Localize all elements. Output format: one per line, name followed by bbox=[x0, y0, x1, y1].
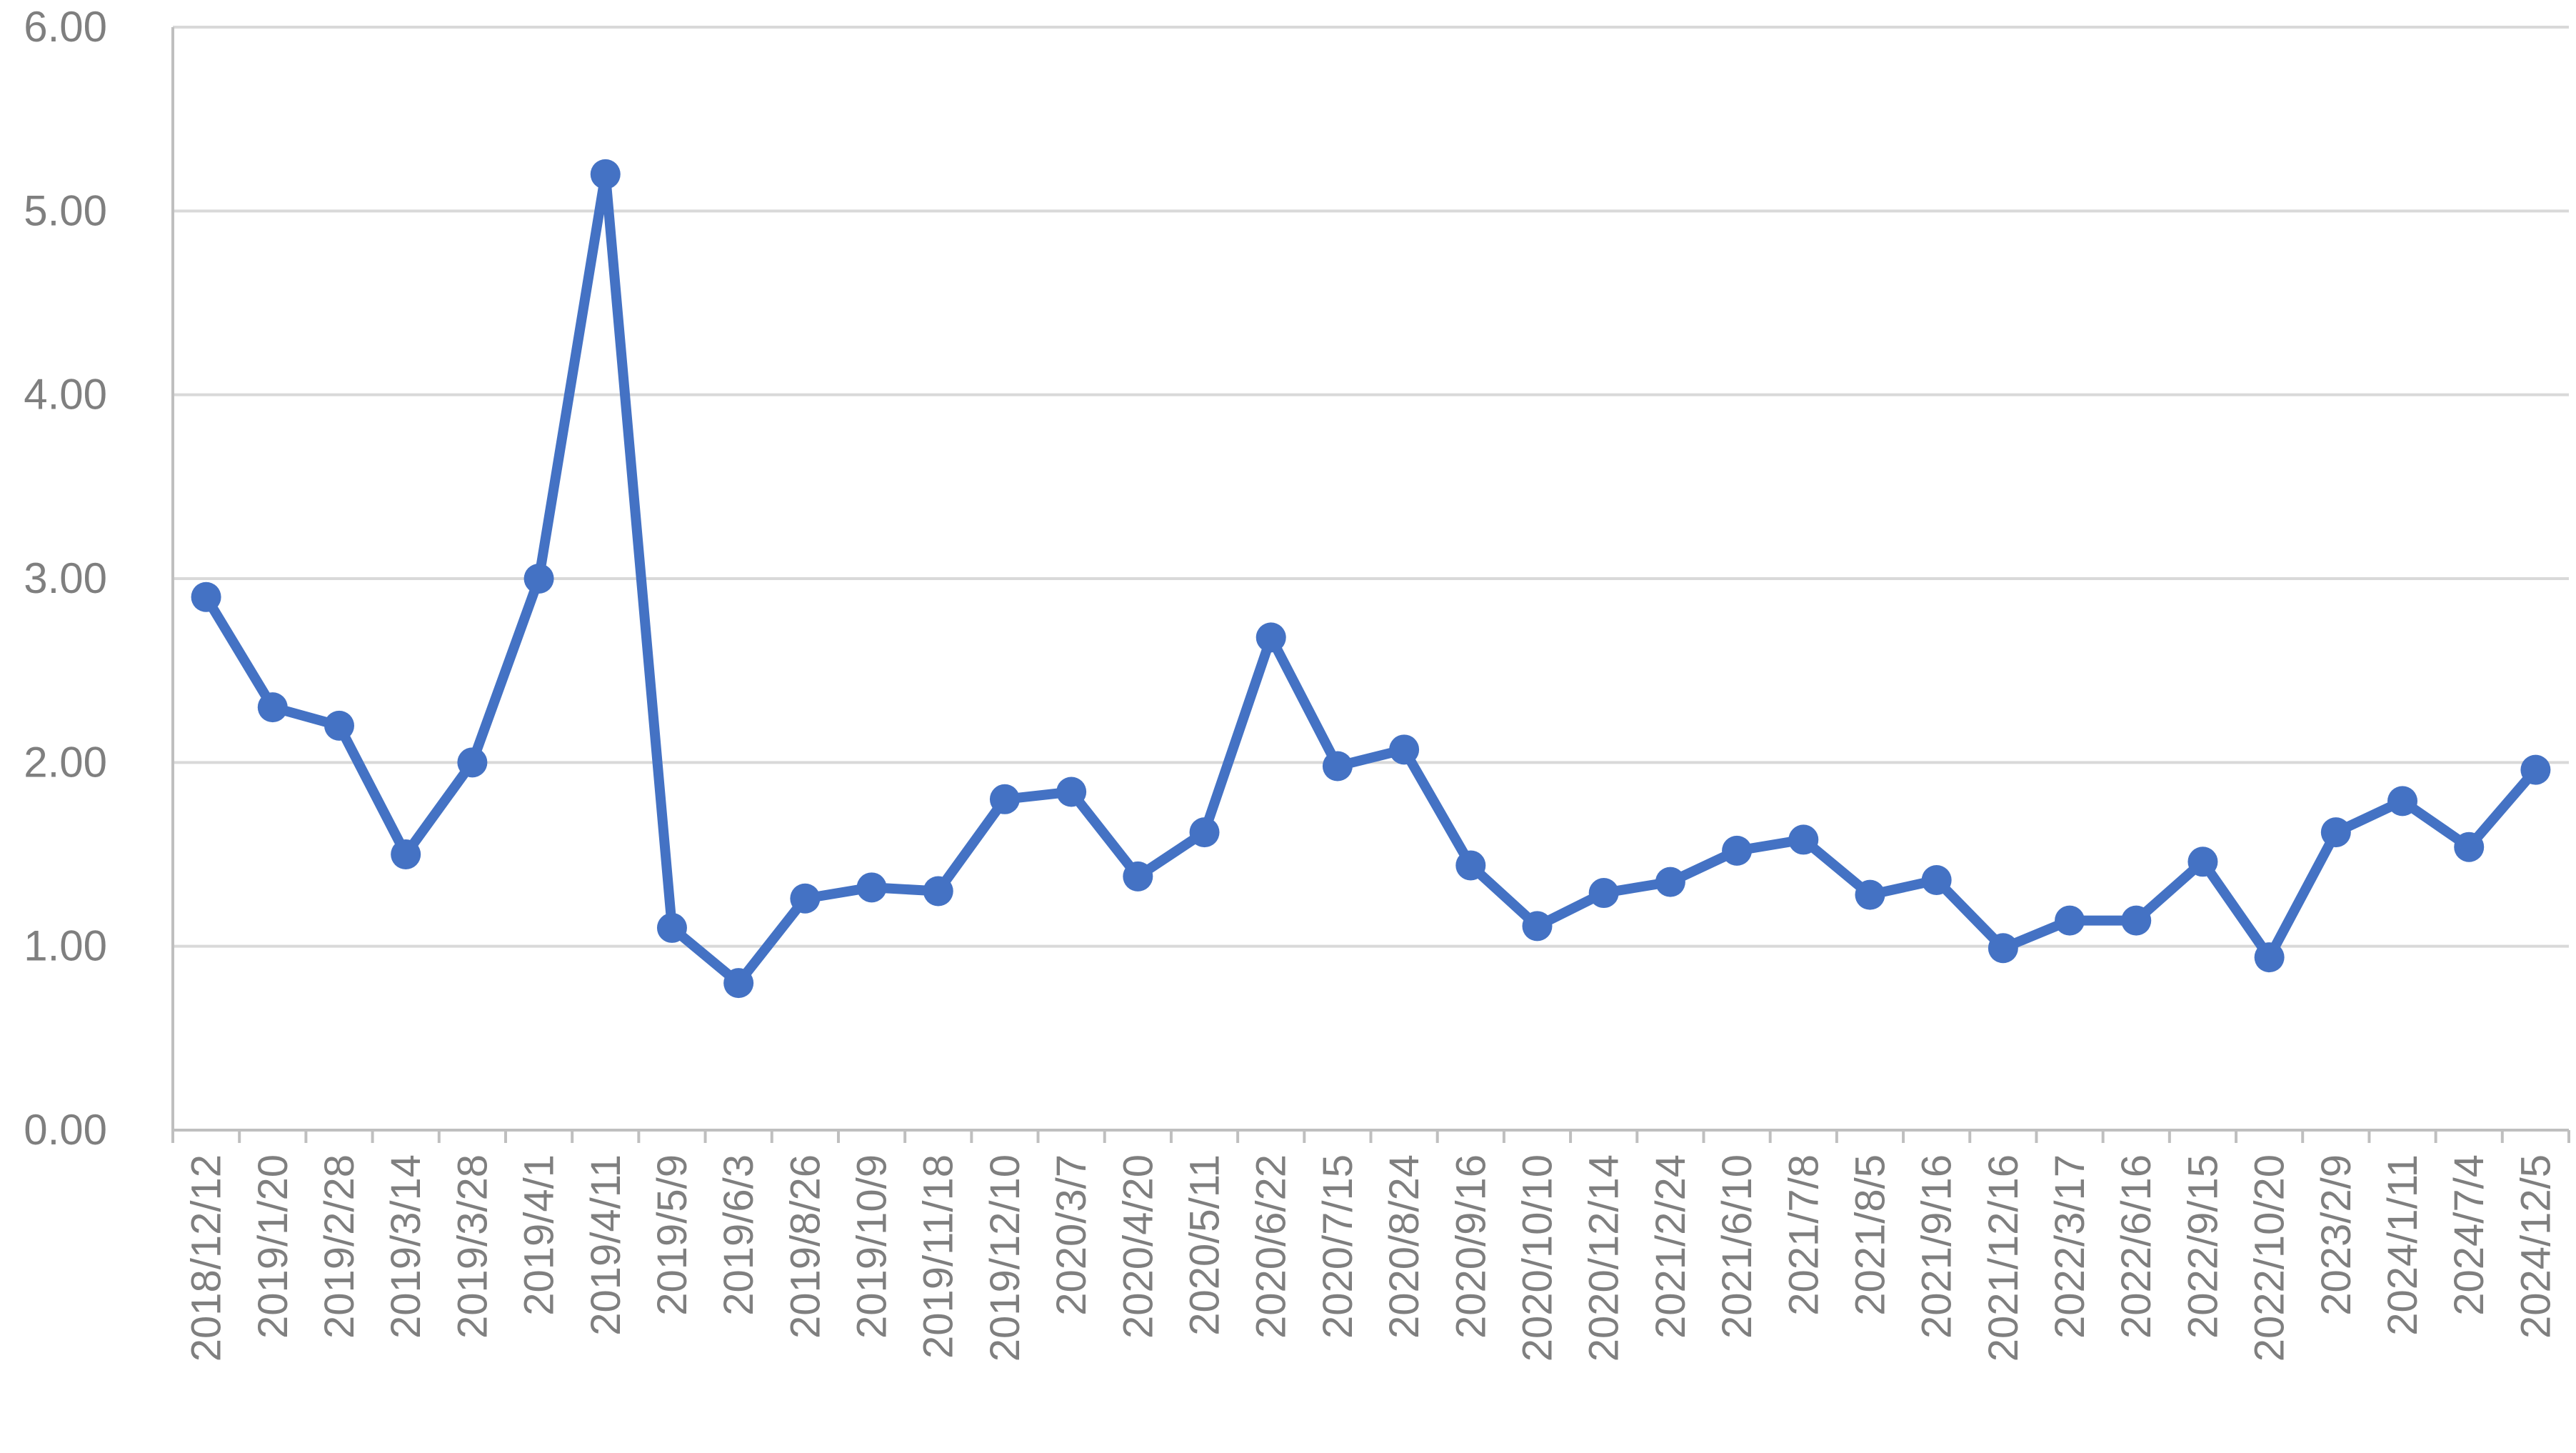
data-point bbox=[2320, 817, 2351, 848]
data-point bbox=[1389, 734, 1420, 765]
data-point bbox=[1988, 933, 2018, 964]
data-point bbox=[856, 872, 887, 903]
data-point bbox=[989, 784, 1020, 814]
x-tick-label: 2019/4/11 bbox=[583, 1154, 629, 1336]
y-tick-label: 4.00 bbox=[24, 371, 107, 419]
data-point bbox=[1855, 879, 1885, 910]
data-point bbox=[1588, 878, 1619, 909]
data-point bbox=[324, 710, 354, 741]
data-point bbox=[723, 968, 754, 999]
x-tick-label: 2021/2/24 bbox=[1648, 1154, 1694, 1339]
data-point bbox=[2254, 942, 2285, 973]
x-tick-label: 2021/7/8 bbox=[1780, 1154, 1827, 1316]
x-tick-label: 2019/2/28 bbox=[316, 1154, 363, 1339]
x-tick-label: 2020/10/10 bbox=[1514, 1154, 1560, 1362]
x-tick-label: 2019/8/26 bbox=[782, 1154, 828, 1339]
data-point bbox=[391, 839, 421, 869]
y-axis-tick-labels: 0.00 1.00 2.00 3.00 4.00 5.00 6.00 bbox=[24, 3, 107, 1154]
data-point bbox=[1189, 817, 1220, 848]
x-axis-tick-labels: 2018/12/12 2019/1/20 2019/2/28 2019/3/14 201… bbox=[184, 1154, 2560, 1362]
data-point bbox=[2387, 786, 2418, 817]
x-tick-label: 2019/5/9 bbox=[649, 1154, 696, 1316]
x-tick-label: 2022/3/17 bbox=[2047, 1154, 2093, 1339]
x-tick-label: 2020/8/24 bbox=[1381, 1154, 1428, 1339]
data-point bbox=[1788, 824, 1819, 855]
y-tick-label: 5.00 bbox=[24, 186, 107, 234]
data-point bbox=[2187, 847, 2218, 877]
data-point bbox=[257, 692, 288, 723]
data-point bbox=[2121, 905, 2152, 936]
data-point bbox=[191, 581, 221, 612]
x-tick-label: 2023/2/9 bbox=[2313, 1154, 2360, 1316]
x-tick-label: 2019/3/14 bbox=[383, 1154, 429, 1339]
data-point bbox=[1056, 777, 1087, 807]
data-point bbox=[656, 912, 687, 943]
x-tick-label: 2021/8/5 bbox=[1847, 1154, 1893, 1316]
data-point bbox=[1722, 835, 1753, 866]
x-tick-label: 2019/11/18 bbox=[916, 1154, 962, 1359]
x-tick-label: 2024/7/4 bbox=[2446, 1154, 2492, 1316]
data-point bbox=[523, 564, 554, 594]
x-tick-label: 2021/9/16 bbox=[1914, 1154, 1960, 1339]
x-tick-label: 2018/12/12 bbox=[184, 1154, 230, 1362]
x-tick-label: 2024/12/5 bbox=[2512, 1154, 2559, 1339]
data-point bbox=[1256, 622, 1286, 653]
data-point bbox=[457, 747, 488, 778]
x-tick-label: 2019/4/1 bbox=[516, 1154, 563, 1316]
data-point bbox=[923, 876, 953, 907]
y-tick-label: 2.00 bbox=[24, 738, 107, 786]
data-point bbox=[2055, 905, 2085, 936]
x-tick-label: 2022/10/20 bbox=[2247, 1154, 2293, 1362]
x-tick-label: 2020/6/22 bbox=[1248, 1154, 1295, 1339]
data-point bbox=[590, 159, 621, 189]
x-tick-label: 2020/3/7 bbox=[1048, 1154, 1095, 1316]
x-tick-label: 2019/1/20 bbox=[250, 1154, 296, 1339]
x-tick-label: 2022/9/15 bbox=[2180, 1154, 2226, 1339]
series-group bbox=[191, 159, 2551, 999]
data-point bbox=[1322, 751, 1353, 782]
x-tick-label: 2020/5/11 bbox=[1182, 1154, 1228, 1336]
x-tick-label: 2021/12/16 bbox=[1980, 1154, 2027, 1362]
x-tick-label: 2021/6/10 bbox=[1714, 1154, 1760, 1339]
x-tick-label: 2020/7/15 bbox=[1315, 1154, 1361, 1339]
data-point bbox=[2454, 832, 2485, 862]
x-tick-label: 2019/10/9 bbox=[849, 1154, 896, 1339]
data-point bbox=[2520, 754, 2551, 785]
data-point bbox=[1921, 865, 1952, 896]
y-tick-label: 6.00 bbox=[24, 3, 107, 51]
x-tick-label: 2020/4/20 bbox=[1115, 1154, 1161, 1339]
x-tick-label: 2022/6/16 bbox=[2113, 1154, 2160, 1339]
x-tick-label: 2024/1/11 bbox=[2380, 1154, 2426, 1336]
data-point bbox=[1522, 911, 1553, 942]
x-tick-label: 2019/3/28 bbox=[449, 1154, 496, 1339]
axes bbox=[171, 27, 2570, 1143]
data-point bbox=[1655, 867, 1685, 897]
x-tick-label: 2019/6/3 bbox=[716, 1154, 762, 1316]
y-tick-label: 3.00 bbox=[24, 554, 107, 602]
x-tick-label: 2020/12/14 bbox=[1581, 1154, 1628, 1362]
data-point bbox=[1455, 850, 1486, 881]
x-tick-label: 2020/9/16 bbox=[1448, 1154, 1494, 1339]
y-tick-label: 1.00 bbox=[24, 922, 107, 970]
data-point bbox=[1123, 861, 1153, 892]
data-point bbox=[790, 883, 821, 914]
x-tick-label: 2019/12/10 bbox=[982, 1154, 1028, 1362]
y-tick-label: 0.00 bbox=[24, 1106, 107, 1154]
